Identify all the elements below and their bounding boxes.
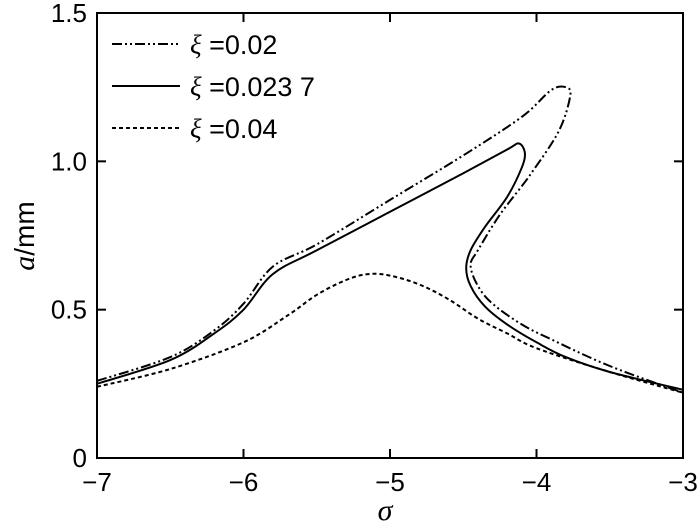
legend: ξ =0.02 ξ =0.023 7 ξ =0.04 <box>112 30 315 144</box>
y-tick-label: 0 <box>73 443 87 473</box>
tick-marks <box>96 12 684 459</box>
y-tick-label: 0.5 <box>51 295 87 325</box>
x-tick-label: −5 <box>375 467 405 497</box>
tick-labels: −7 −6 −5 −4 −3 0 0.5 1.0 1.5 <box>51 0 698 497</box>
y-axis-label: a/mm <box>8 201 41 270</box>
plot-frame <box>96 12 684 459</box>
y-tick-label: 1.5 <box>51 0 87 28</box>
series-line-2 <box>96 272 684 394</box>
series-lines <box>96 85 684 394</box>
series-line-1 <box>96 142 684 391</box>
x-tick-label: −6 <box>229 467 259 497</box>
y-tick-label: 1.0 <box>51 146 87 176</box>
legend-label-xi-0-02: ξ =0.02 <box>190 30 277 60</box>
x-tick-label: −7 <box>82 467 112 497</box>
legend-label-xi-0-0237: ξ =0.023 7 <box>190 72 315 102</box>
x-axis-label: σ <box>378 494 394 526</box>
series-line-0 <box>96 85 684 394</box>
legend-label-xi-0-04: ξ =0.04 <box>190 114 277 144</box>
x-tick-label: −3 <box>668 467 698 497</box>
x-tick-label: −4 <box>522 467 552 497</box>
